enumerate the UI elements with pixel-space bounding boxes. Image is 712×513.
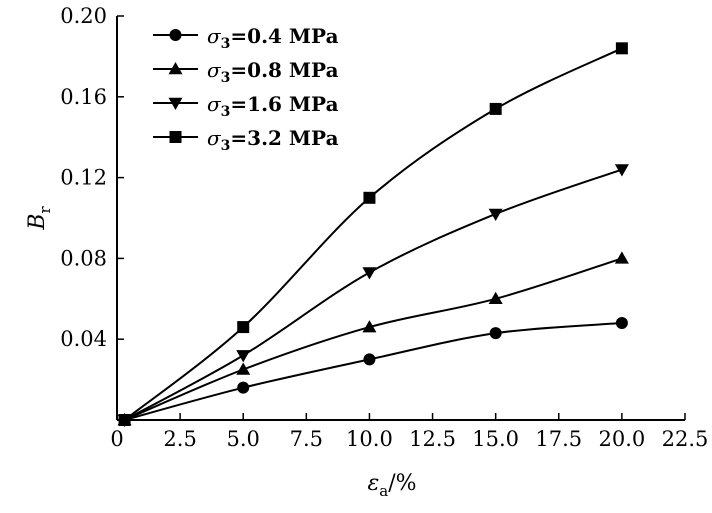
legend-label: σ3=0.8 MPa [207,58,339,86]
data-point [237,321,250,334]
data-point [118,414,131,426]
legend-marker [169,131,182,143]
legend-label-subscript: 3 [221,70,231,86]
x-tick-label: 7.5 [290,427,323,451]
x-tick-label: 10.0 [346,427,393,451]
data-point [236,362,251,375]
legend-label-value: =1.6 MPa [230,92,338,116]
data-point [615,317,628,330]
data-point [362,267,377,280]
legend-label-symbol: σ [207,126,222,150]
y-tick-label: 0.04 [60,327,107,351]
series-layer [117,42,629,427]
x-axis-title: εa/% [367,471,416,500]
x-tick-label: 20.0 [599,427,646,451]
data-point [362,320,377,333]
data-point [614,251,629,264]
x-tick-label: 15.0 [472,427,519,451]
series-2 [117,251,629,426]
legend-label-value: =0.4 MPa [230,24,338,48]
y-axis-title-subscript: r [36,206,54,214]
legend-label-value: =3.2 MPa [230,126,338,150]
legend-label-symbol: σ [207,58,222,82]
x-axis-title-unit: /% [388,471,416,496]
legend-entry: σ3=0.4 MPa [153,24,339,52]
series-line [124,168,623,421]
y-axis-title-symbol: B [25,214,50,231]
legend-label-symbol: σ [207,92,222,116]
x-tick-label: 12.5 [409,427,456,451]
legend-label: σ3=0.4 MPa [207,24,339,52]
x-tick-label: 0 [110,427,123,451]
legend-entry: σ3=3.2 MPa [153,126,339,154]
data-point [614,164,629,177]
data-point [488,208,503,221]
legend-label: σ3=3.2 MPa [207,126,339,154]
data-point [363,353,376,366]
legend-label-value: =0.8 MPa [230,58,338,82]
y-axis-title: Br [25,206,54,231]
x-tick-label: 2.5 [163,427,196,451]
data-point [363,191,376,204]
data-point [489,327,502,340]
legend-marker [169,29,182,41]
x-tick-label: 22.5 [662,427,709,451]
data-point [237,381,250,394]
legend-label-subscript: 3 [221,36,231,52]
legend-label: σ3=1.6 MPa [207,92,339,120]
x-tick-label: 17.5 [535,427,582,451]
legend-label-subscript: 3 [221,138,231,154]
data-point [489,102,502,115]
y-tick-label: 0.20 [60,4,107,28]
x-axis-title-symbol: ε [367,471,379,496]
y-tick-label: 0.08 [60,246,107,270]
y-tick-label: 0.12 [60,166,107,190]
legend-entry: σ3=1.6 MPa [153,92,339,120]
x-tick-label: 5.0 [227,427,260,451]
legend-marker [168,62,183,75]
series-line [124,257,623,421]
series-line [123,47,623,421]
axes: 0 2.5 5.0 7.5 10.0 12.5 15.0 17.5 20.0 22.5 0.04 0.… [60,4,708,451]
x-axis-title-subscript: a [379,482,388,500]
legend-label-subscript: 3 [221,104,231,120]
series-1 [118,317,628,426]
data-point [236,350,251,363]
legend-label-symbol: σ [207,24,222,48]
series-4 [118,42,628,426]
series-line [124,322,622,421]
data-point [615,42,628,55]
legend-marker [168,97,183,110]
legend-entry: σ3=0.8 MPa [153,58,339,86]
y-tick-label: 0.16 [60,85,107,109]
data-point [488,291,503,305]
